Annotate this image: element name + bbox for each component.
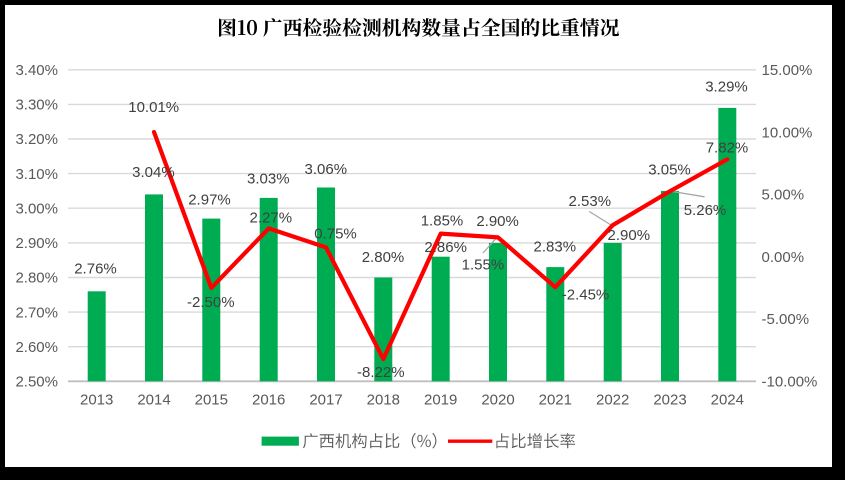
svg-text:2017: 2017 <box>309 392 342 409</box>
svg-text:2.70%: 2.70% <box>15 304 58 321</box>
svg-text:5.26%: 5.26% <box>684 202 727 219</box>
svg-text:2016: 2016 <box>252 392 285 409</box>
svg-text:-2.50%: -2.50% <box>187 294 235 311</box>
svg-text:3.29%: 3.29% <box>705 79 748 96</box>
svg-text:2.80%: 2.80% <box>362 249 405 266</box>
svg-text:2014: 2014 <box>137 392 170 409</box>
svg-text:3.40%: 3.40% <box>15 62 58 79</box>
svg-text:2.80%: 2.80% <box>15 270 58 287</box>
svg-text:2.53%: 2.53% <box>569 193 612 210</box>
svg-text:2020: 2020 <box>481 392 514 409</box>
svg-text:3.04%: 3.04% <box>132 164 175 181</box>
svg-text:0.75%: 0.75% <box>314 226 357 243</box>
svg-text:7.82%: 7.82% <box>706 139 749 156</box>
svg-text:10.00%: 10.00% <box>762 124 813 141</box>
svg-text:2.60%: 2.60% <box>15 339 58 356</box>
svg-text:0.00%: 0.00% <box>762 249 805 266</box>
svg-text:3.20%: 3.20% <box>15 131 58 148</box>
svg-text:3.30%: 3.30% <box>15 97 58 114</box>
svg-text:-10.00%: -10.00% <box>762 374 818 391</box>
svg-text:-5.00%: -5.00% <box>762 311 810 328</box>
svg-text:10.01%: 10.01% <box>128 99 179 116</box>
svg-text:2023: 2023 <box>653 392 686 409</box>
svg-text:2018: 2018 <box>367 392 400 409</box>
svg-text:2019: 2019 <box>424 392 457 409</box>
svg-text:2.97%: 2.97% <box>188 192 231 209</box>
svg-text:1.55%: 1.55% <box>462 257 505 274</box>
svg-text:2.76%: 2.76% <box>74 260 117 277</box>
svg-text:2.86%: 2.86% <box>424 239 467 256</box>
svg-text:2015: 2015 <box>195 392 228 409</box>
svg-text:2.90%: 2.90% <box>608 227 651 244</box>
svg-text:5.00%: 5.00% <box>762 187 805 204</box>
svg-text:2.90%: 2.90% <box>476 213 519 230</box>
svg-text:3.10%: 3.10% <box>15 166 58 183</box>
svg-text:2.50%: 2.50% <box>15 374 58 391</box>
svg-text:2.27%: 2.27% <box>250 209 293 226</box>
svg-text:15.00%: 15.00% <box>762 62 813 79</box>
svg-text:3.05%: 3.05% <box>648 161 691 178</box>
svg-text:2013: 2013 <box>80 392 113 409</box>
svg-text:2.90%: 2.90% <box>15 235 58 252</box>
svg-text:-2.45%: -2.45% <box>562 286 610 303</box>
svg-text:3.00%: 3.00% <box>15 200 58 217</box>
svg-text:2021: 2021 <box>539 392 572 409</box>
svg-text:-8.22%: -8.22% <box>357 364 405 381</box>
svg-text:2022: 2022 <box>596 392 629 409</box>
svg-text:1.85%: 1.85% <box>421 212 464 229</box>
svg-text:3.03%: 3.03% <box>247 171 290 188</box>
svg-text:3.06%: 3.06% <box>305 161 348 178</box>
svg-text:2024: 2024 <box>711 392 744 409</box>
svg-text:2.83%: 2.83% <box>534 239 577 256</box>
